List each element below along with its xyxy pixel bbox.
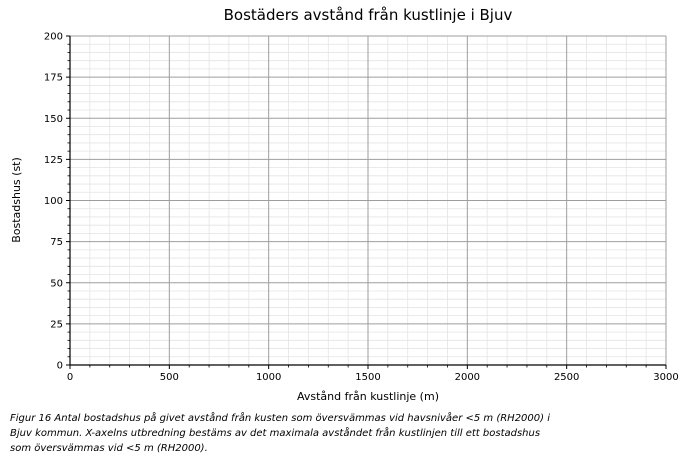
caption-line-2: Bjuv kommun. X-axelns utbredning bestäms… bbox=[10, 428, 541, 439]
x-tick-label: 2500 bbox=[554, 372, 579, 383]
x-tick-label: 500 bbox=[160, 372, 179, 383]
x-tick-label: 1000 bbox=[256, 372, 281, 383]
y-tick-label: 50 bbox=[50, 278, 63, 289]
y-tick-label: 125 bbox=[44, 155, 63, 166]
x-tick-label: 3000 bbox=[653, 372, 678, 383]
x-tick-label: 0 bbox=[67, 372, 73, 383]
y-tick-label: 0 bbox=[57, 361, 63, 372]
figure-caption: Figur 16 Antal bostadshus på givet avstå… bbox=[10, 411, 550, 456]
chart-title: Bostäders avstånd från kustlinje i Bjuv bbox=[223, 6, 513, 24]
chart-svg: 0 500 1000 1500 2000 2500 3000 0 25 50 75 100 125 150… bbox=[44, 32, 679, 384]
y-tick-label: 75 bbox=[50, 237, 63, 248]
y-tick-label: 150 bbox=[44, 114, 63, 125]
x-axis-label: Avstånd från kustlinje (m) bbox=[297, 390, 439, 403]
caption-line-3: som översvämmas vid <5 m (RH2000). bbox=[10, 443, 208, 454]
caption-line-1: Figur 16 Antal bostadshus på givet avstå… bbox=[10, 413, 551, 424]
y-tick-label: 25 bbox=[50, 319, 63, 330]
x-tick-label: 2000 bbox=[455, 372, 480, 383]
y-tick-label: 100 bbox=[44, 196, 63, 207]
y-tick-label: 200 bbox=[44, 32, 63, 43]
x-tick-label: 1500 bbox=[355, 372, 380, 383]
y-tick-label: 175 bbox=[44, 73, 63, 84]
y-axis-label: Bostadshus (st) bbox=[10, 157, 23, 243]
